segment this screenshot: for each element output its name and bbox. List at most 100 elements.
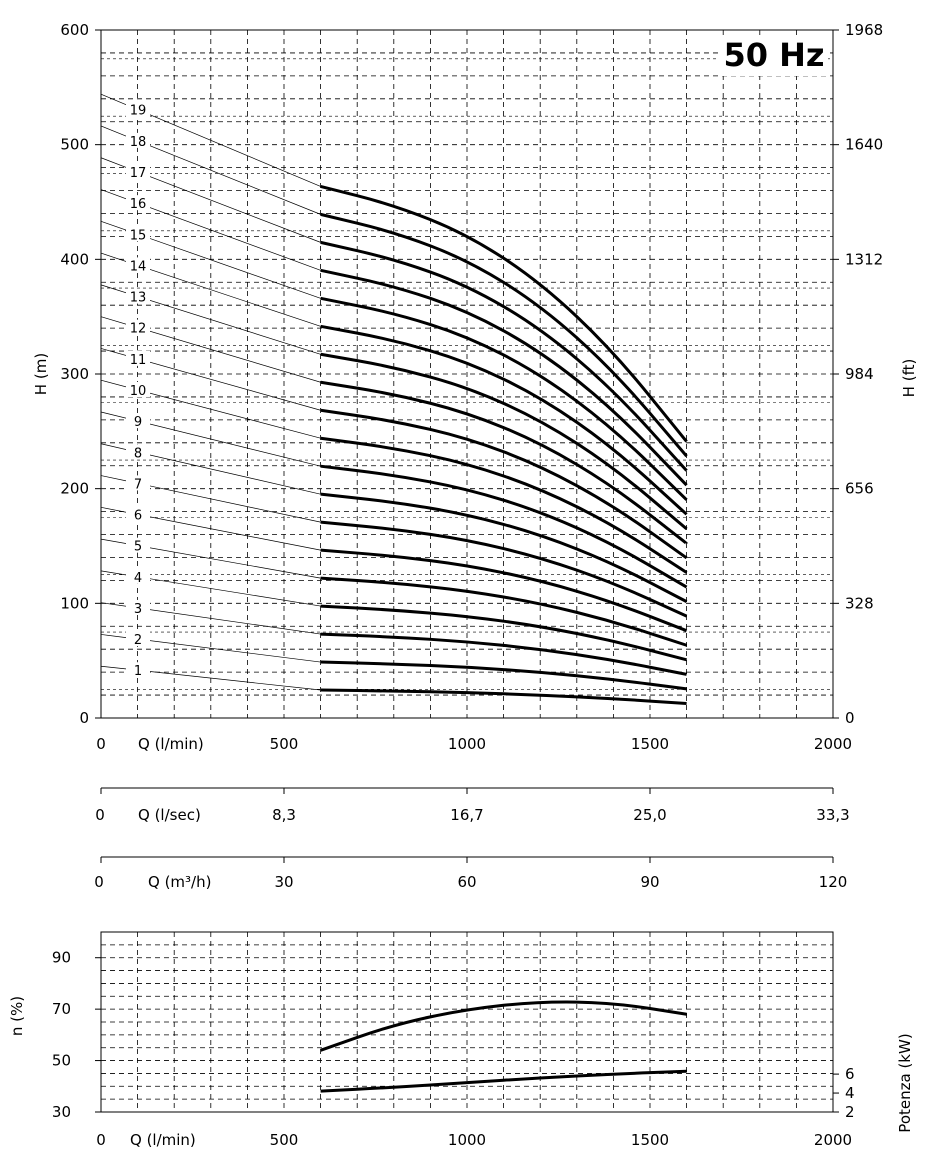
eff-x-tick-label: 1000 <box>448 1131 486 1149</box>
stage-label: 7 <box>134 477 142 492</box>
stage-label: 3 <box>134 602 142 617</box>
y-right-tick-label: 656 <box>845 480 874 498</box>
eff-x-tick-label: 1500 <box>631 1131 669 1149</box>
eff-y-tick-label: 30 <box>52 1103 71 1121</box>
stage-label-bg <box>126 413 150 429</box>
y-tick-label: 500 <box>60 136 89 154</box>
efficiency-power-chart: 0 500 1000 1500 2000 30 50 70 90 246 n (%) Potenz… <box>8 931 914 1149</box>
stage-label: 11 <box>130 353 147 368</box>
stage-label-bg <box>126 381 150 397</box>
stage-curve-4 <box>320 604 687 662</box>
x-tick-label: 500 <box>270 735 299 753</box>
stage-label: 16 <box>130 197 147 212</box>
stage-curve-3 <box>320 632 687 676</box>
efficiency-curve <box>320 1000 687 1052</box>
stage-curve-11 <box>320 408 688 560</box>
stage-curve-2 <box>320 660 687 691</box>
y-tick-label: 400 <box>60 250 89 268</box>
power-tick-label: 6 <box>845 1065 855 1083</box>
stage-label-bg <box>126 599 150 615</box>
stage-label-bg <box>126 164 150 180</box>
stage-label: 9 <box>134 415 142 430</box>
flow-axis-m3h: 30 60 90 120 Q (m³/h) 0 <box>94 856 848 891</box>
lsec-zero-label: 0 <box>95 806 105 824</box>
stage-curve-14 <box>320 324 688 516</box>
eff-x-tick-label: 0 <box>96 1131 106 1149</box>
stage-curve-15 <box>320 296 688 501</box>
stage-label-bg <box>126 506 150 522</box>
y-axis-label-left: H (m) <box>32 353 50 395</box>
stage-label-bg <box>126 226 150 242</box>
stage-label-bg <box>126 350 150 366</box>
stage-label: 15 <box>130 228 147 243</box>
lsec-axis-label: Q (l/sec) <box>138 806 201 824</box>
y-right-tick-label: 0 <box>845 709 855 727</box>
m3h-axis-label: Q (m³/h) <box>148 873 211 891</box>
stage-label-bg <box>126 132 150 148</box>
stage-label-bg <box>126 444 150 460</box>
power-tick-label: 4 <box>845 1084 855 1102</box>
y-right-tick-label: 1312 <box>845 250 883 268</box>
stage-label-bg <box>126 568 150 584</box>
stage-label-bg <box>126 537 150 553</box>
axis-tick-label: 33,3 <box>816 806 849 824</box>
stage-curve-1 <box>320 688 687 705</box>
m3h-zero-label: 0 <box>94 873 104 891</box>
eff-y-tick-label: 50 <box>52 1052 71 1070</box>
stage-label-bg <box>126 662 150 678</box>
stage-label: 10 <box>130 384 147 399</box>
y-tick-label: 300 <box>60 365 89 383</box>
stage-curve-8 <box>320 492 688 603</box>
stage-curve-18 <box>320 212 688 458</box>
y-tick-label: 600 <box>60 21 89 39</box>
axis-tick-label: 120 <box>819 873 848 891</box>
head-curve-chart: 0 500 1000 1500 2000010020030040050060003286… <box>32 21 918 753</box>
x-tick-label: 1000 <box>448 735 486 753</box>
stage-curve-19 <box>320 184 688 443</box>
x-tick-label: 1500 <box>631 735 669 753</box>
y-right-tick-label: 984 <box>845 365 874 383</box>
y-right-tick-label: 328 <box>845 594 874 612</box>
efficiency-x-axis-label: Q (l/min) <box>130 1131 196 1149</box>
stage-label: 1 <box>134 664 142 679</box>
stage-label: 6 <box>134 509 142 524</box>
eff-y-tick-label: 70 <box>52 1000 71 1018</box>
stage-label-bg <box>126 475 150 491</box>
efficiency-grid <box>101 932 833 1112</box>
stage-label: 12 <box>130 322 147 337</box>
power-axis-label: Potenza (kW) <box>896 1033 914 1132</box>
y-tick-label: 100 <box>60 594 89 612</box>
y-tick-label: 0 <box>79 709 89 727</box>
stage-curve-16 <box>320 268 688 487</box>
stage-label-bg <box>126 195 150 211</box>
stage-label: 2 <box>134 633 142 648</box>
stage-label: 4 <box>134 571 142 586</box>
stage-curve-13 <box>320 352 688 531</box>
stage-curve-6 <box>320 548 688 633</box>
stage-label-bg <box>126 101 150 117</box>
stage-curve-7 <box>320 520 688 618</box>
axis-tick-label: 8,3 <box>272 806 296 824</box>
flow-axis-lsec: 8,3 16,7 25,0 33,3 Q (l/sec) 0 <box>95 787 850 824</box>
stage-curves <box>320 184 688 705</box>
stage-label-bg <box>126 288 150 304</box>
stage-label-bg <box>126 631 150 647</box>
y-axis-label-right: H (ft) <box>900 359 918 398</box>
head-grid <box>101 30 833 718</box>
stage-label: 5 <box>134 540 142 555</box>
eff-y-tick-label: 90 <box>52 949 71 967</box>
eff-x-tick-label: 2000 <box>814 1131 852 1149</box>
efficiency-axis-label: n (%) <box>8 996 26 1036</box>
y-right-tick-label: 1640 <box>845 136 883 154</box>
x-tick-label: 0 <box>96 735 106 753</box>
stage-label: 8 <box>134 446 142 461</box>
x-tick-label: 2000 <box>814 735 852 753</box>
stage-curve-9 <box>320 464 688 589</box>
power-curve <box>320 1069 688 1093</box>
x-axis-label: Q (l/min) <box>138 735 204 753</box>
axis-tick-label: 60 <box>457 873 476 891</box>
efficiency-axes: 0 500 1000 1500 2000 30 50 70 90 246 <box>52 949 855 1149</box>
stage-label: 14 <box>130 259 147 274</box>
stage-curve-12 <box>320 380 688 545</box>
